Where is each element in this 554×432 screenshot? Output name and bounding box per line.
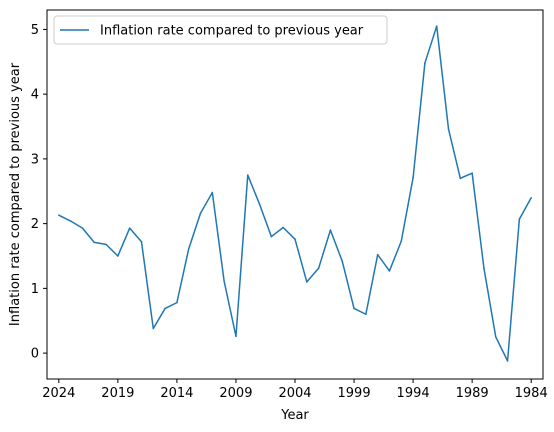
y-axis-label: Inflation rate compared to previous year — [8, 62, 23, 326]
data-point — [69, 220, 72, 222]
data-point — [152, 327, 155, 330]
data-point — [223, 280, 225, 283]
data-point — [353, 307, 355, 310]
data-point — [93, 241, 96, 244]
y-tick-label: 3 — [31, 152, 39, 167]
data-point — [306, 281, 308, 283]
data-point — [329, 229, 332, 231]
data-point — [282, 226, 284, 229]
data-point — [176, 301, 178, 304]
data-point — [199, 212, 202, 215]
data-point — [506, 360, 509, 362]
data-point — [530, 196, 532, 199]
x-tick-label: 1994 — [397, 386, 430, 401]
x-tick-label: 2004 — [278, 386, 311, 401]
data-point — [117, 255, 119, 257]
data-point — [412, 176, 414, 179]
x-tick-label: 1989 — [456, 386, 489, 401]
data-point — [81, 227, 84, 229]
data-point — [459, 177, 462, 180]
data-point — [494, 336, 497, 338]
data-point — [376, 253, 379, 256]
data-point — [388, 270, 391, 272]
data-point — [246, 174, 249, 176]
x-tick-label: 2024 — [42, 386, 75, 401]
x-tick-label: 1999 — [338, 386, 371, 401]
data-point — [317, 267, 320, 270]
x-tick-label: 2014 — [160, 386, 193, 401]
data-point — [400, 240, 403, 242]
data-point — [187, 248, 190, 250]
y-tick-label: 2 — [31, 217, 39, 232]
data-point — [258, 203, 261, 206]
data-point — [341, 260, 344, 262]
data-point — [447, 128, 450, 130]
plot-frame — [46, 9, 544, 380]
data-point — [140, 240, 143, 243]
data-point — [211, 191, 214, 194]
x-axis-label: Year — [280, 408, 309, 423]
data-point — [105, 243, 107, 246]
legend-entry-label: Inflation rate compared to previous year — [100, 24, 364, 39]
legend-box — [53, 15, 388, 45]
data-point — [424, 62, 426, 64]
data-point — [58, 214, 60, 217]
data-point — [270, 235, 273, 238]
x-tick-label: 2019 — [101, 386, 134, 401]
y-tick-label: 1 — [31, 282, 39, 297]
y-tick-label: 5 — [31, 23, 39, 38]
data-point — [235, 335, 237, 338]
plot-area — [58, 25, 532, 362]
data-point — [483, 267, 485, 270]
y-tick-label: 4 — [31, 88, 39, 103]
y-tick-label: 0 — [31, 347, 39, 362]
data-point — [435, 25, 438, 27]
data-point — [164, 307, 166, 310]
data-point — [518, 218, 521, 220]
data-point — [294, 238, 296, 240]
data-point — [471, 172, 473, 174]
axis-ticks: 2024 2019 2014 2009 2004 1999 1994 1989 1984 0 1 2 3… — [31, 23, 548, 401]
x-tick-label: 2009 — [219, 386, 252, 401]
legend: Inflation rate compared to previous year — [53, 15, 388, 45]
data-point — [128, 227, 131, 229]
data-point — [365, 313, 367, 316]
x-tick-label: 1984 — [515, 386, 548, 401]
